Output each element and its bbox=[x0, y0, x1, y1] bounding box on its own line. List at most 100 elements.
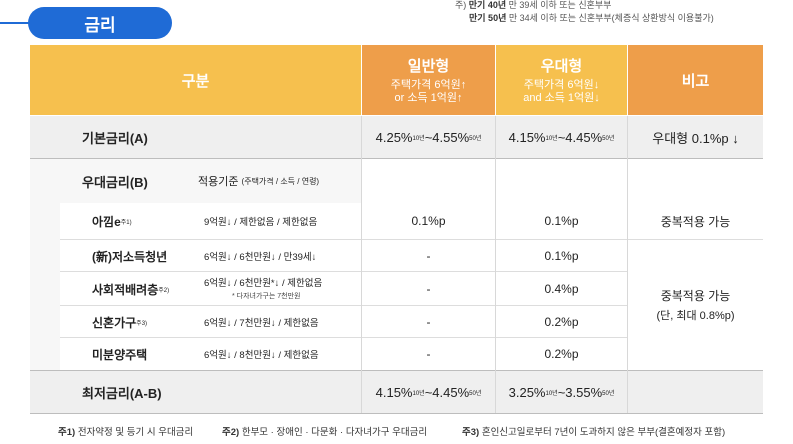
rate-value: 4.25% bbox=[375, 129, 413, 145]
rate-term: 10년 bbox=[412, 390, 425, 397]
base-rate-row bbox=[30, 116, 763, 158]
note-40y-text: 만 39세 이하 또는 신혼부부 bbox=[506, 0, 612, 10]
rate-value: 3.55% bbox=[565, 384, 603, 400]
min-rate-row bbox=[30, 371, 763, 413]
base-rate-general: 4.25% 10년 ~ 4.55% 50년 bbox=[362, 116, 495, 158]
base-rate-remark: 우대형 0.1%p ↓ bbox=[652, 130, 739, 146]
pref-row-general: - bbox=[426, 347, 431, 361]
base-rate-label: 기본금리(A) bbox=[82, 130, 148, 146]
divider bbox=[30, 413, 763, 414]
pref-row-general: - bbox=[426, 282, 431, 296]
divider bbox=[627, 116, 628, 413]
pref-remark-duplicate: 중복적용 가능 bbox=[660, 214, 731, 229]
pref-row-criteria: 6억원↓ / 6천만원↓ / 만39세↓ bbox=[204, 252, 317, 263]
rate-value: 4.55% bbox=[432, 129, 470, 145]
rate-term: 50년 bbox=[469, 135, 482, 142]
pref-row-criteria-note: * 다자녀가구는 7천만원 bbox=[232, 293, 301, 300]
rate-value: 4.15% bbox=[508, 129, 546, 145]
header-general-cond1: 주택가격 6억원↑ bbox=[390, 79, 467, 91]
min-rate-label: 최저금리(A-B) bbox=[82, 385, 162, 401]
remark-line1: 중복적용 가능 bbox=[660, 289, 731, 303]
footnote-label: 주3) bbox=[462, 427, 480, 438]
pref-rate-values-area bbox=[362, 159, 763, 370]
criteria-sub: (주택가격 / 소득 / 연령) bbox=[241, 176, 320, 186]
header-general-title: 일반형 bbox=[407, 58, 450, 75]
rate-separator: ~ bbox=[424, 129, 433, 145]
pref-row-footnote-ref: 주2) bbox=[158, 287, 170, 294]
min-rate-general: 4.15% 10년 ~ 4.45% 50년 bbox=[362, 371, 495, 413]
footnote-text: 혼인신고일로부터 7년이 도과하지 않은 부부(결혼예정자 포함) bbox=[479, 427, 726, 438]
divider bbox=[60, 305, 627, 306]
pref-row-criteria: 6억원↓ / 6천만원*↓ / 제한없음 bbox=[204, 278, 323, 289]
divider bbox=[60, 271, 627, 272]
pref-row-name-text: (新)저소득청년 bbox=[92, 249, 168, 264]
rate-value: 4.15% bbox=[375, 384, 413, 400]
pref-row-criteria: 6억원↓ / 8천만원↓ / 제한없음 bbox=[204, 350, 319, 361]
rate-term: 50년 bbox=[602, 135, 615, 142]
top-note-50y: 만기 50년 만 34세 이하 또는 신혼부부(체증식 상환방식 이용불가) bbox=[469, 11, 714, 24]
pref-row-name-text: 아낌e bbox=[92, 214, 121, 229]
top-note-40y: 주) 만기 40년 만 39세 이하 또는 신혼부부 bbox=[455, 0, 611, 11]
divider bbox=[361, 116, 362, 413]
rate-term: 10년 bbox=[545, 390, 558, 397]
divider bbox=[30, 158, 763, 159]
rate-term: 10년 bbox=[412, 135, 425, 142]
divider bbox=[628, 239, 763, 240]
pref-criteria-header: 적용기준 (주택가격 / 소득 / 연령) bbox=[198, 159, 319, 203]
criteria-label: 적용기준 bbox=[198, 176, 239, 188]
header-remarks-label: 비고 bbox=[681, 72, 710, 90]
pref-row-name-text: 신혼가구 bbox=[92, 315, 137, 330]
pref-row-name: 사회적배려층 주2) bbox=[92, 272, 169, 306]
pref-row-preferential: 0.1%p bbox=[544, 214, 579, 228]
base-rate-preferential: 4.15% 10년 ~ 4.45% 50년 bbox=[496, 116, 627, 158]
note-prefix: 주) bbox=[455, 0, 469, 10]
rate-value: 3.25% bbox=[508, 384, 546, 400]
rate-value: 4.45% bbox=[565, 129, 603, 145]
pref-row-general: - bbox=[426, 249, 431, 263]
divider bbox=[60, 337, 627, 338]
rate-value: 4.45% bbox=[432, 384, 470, 400]
footnote-1: 주1) 전자약정 및 등기 시 우대금리 bbox=[58, 424, 193, 438]
pref-row-name: (新)저소득청년 bbox=[92, 240, 167, 272]
pref-row-name-text: 미분양주택 bbox=[92, 347, 148, 362]
rate-term: 50년 bbox=[469, 390, 482, 397]
header-remarks: 비고 bbox=[628, 45, 763, 115]
header-preferential-type: 우대형 주택가격 6억원↓ and 소득 1억원↓ bbox=[496, 45, 627, 115]
min-rate-preferential: 3.25% 10년 ~ 3.55% 50년 bbox=[496, 371, 627, 413]
rate-term: 50년 bbox=[602, 390, 615, 397]
header-general-type: 일반형 주택가격 6억원↑ or 소득 1억원↑ bbox=[362, 45, 495, 115]
pref-row-general: - bbox=[426, 315, 431, 329]
divider bbox=[30, 370, 763, 371]
section-tab-interest-rate: 금리 bbox=[28, 7, 172, 39]
header-general-cond2: or 소득 1억원↑ bbox=[394, 92, 463, 104]
pref-row-preferential: 0.4%p bbox=[544, 282, 579, 296]
pref-row-name: 미분양주택 bbox=[92, 338, 147, 370]
pref-row-criteria: 9억원↓ / 제한없음 / 제한없음 bbox=[204, 217, 318, 228]
remark-line2: (단, 최대 0.8%p) bbox=[656, 310, 735, 322]
header-category: 구분 bbox=[30, 45, 361, 115]
footnote-label: 주2) bbox=[222, 427, 240, 438]
pref-row-name: 아낌e 주1) bbox=[92, 203, 132, 239]
pref-row-preferential: 0.1%p bbox=[544, 249, 579, 263]
note-50y-term: 만기 50년 bbox=[469, 13, 507, 23]
pref-row-footnote-ref: 주1) bbox=[120, 219, 132, 226]
pref-remark-duplicate-max: 중복적용 가능 (단, 최대 0.8%p) bbox=[628, 240, 763, 370]
rate-separator: ~ bbox=[424, 384, 433, 400]
pref-row-name: 신혼가구 주3) bbox=[92, 306, 147, 338]
pref-rate-label: 우대금리(B) bbox=[82, 174, 148, 190]
footnote-3: 주3) 혼인신고일로부터 7년이 도과하지 않은 부부(결혼예정자 포함) bbox=[462, 424, 725, 438]
footnote-2: 주2) 한부모 · 장애인 · 다문화 · 다자녀가구 우대금리 bbox=[222, 424, 427, 438]
pref-row-preferential: 0.2%p bbox=[544, 347, 579, 361]
header-preferential-title: 우대형 bbox=[540, 58, 583, 75]
tab-accent-line bbox=[0, 22, 40, 24]
header-category-label: 구분 bbox=[181, 72, 210, 90]
section-tab-label: 금리 bbox=[84, 15, 116, 35]
rate-term: 10년 bbox=[545, 135, 558, 142]
header-preferential-cond1: 주택가격 6억원↓ bbox=[523, 79, 600, 91]
pref-rate-inner bbox=[60, 203, 361, 370]
header-preferential-cond2: and 소득 1억원↓ bbox=[523, 92, 600, 104]
note-50y-text: 만 34세 이하 또는 신혼부부(체증식 상환방식 이용불가) bbox=[506, 13, 714, 23]
footnote-label: 주1) bbox=[58, 427, 76, 438]
note-40y-term: 만기 40년 bbox=[468, 0, 507, 10]
pref-row-preferential: 0.2%p bbox=[544, 315, 579, 329]
